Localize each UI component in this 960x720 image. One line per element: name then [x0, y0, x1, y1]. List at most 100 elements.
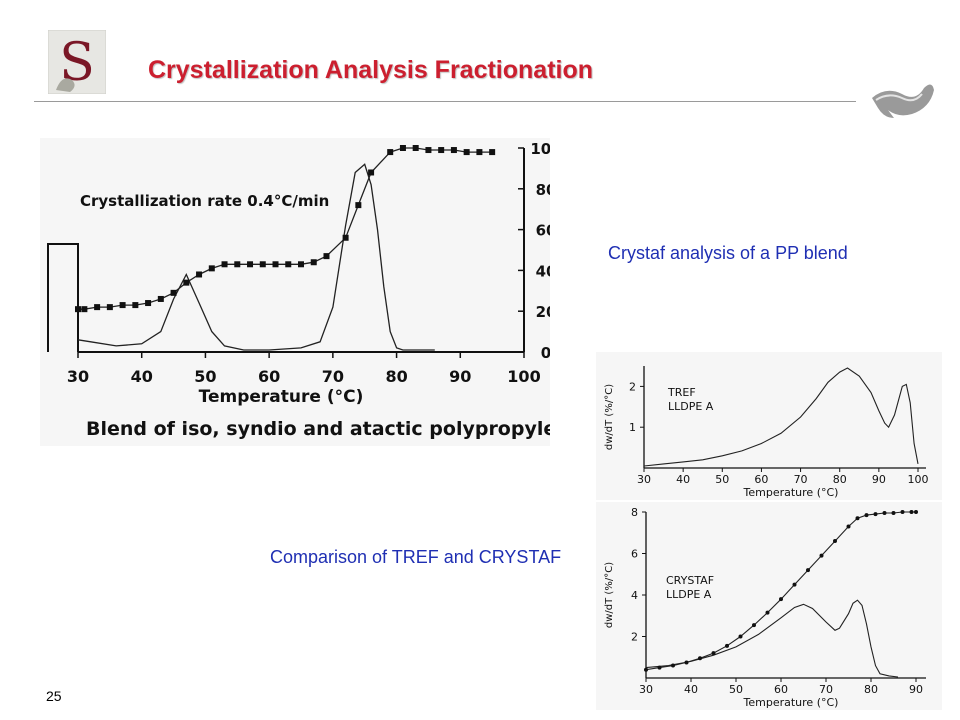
x-axis-title: Temperature (°C): [743, 696, 839, 709]
cumulative-point: [234, 261, 241, 268]
x-tick-label: 40: [131, 367, 153, 386]
cumulative-point: [657, 665, 662, 670]
cumulative-point: [221, 261, 228, 268]
series-line-differential: [645, 599, 899, 678]
chart-label-sample: LLDPE A: [666, 588, 712, 601]
x-tick-label: 60: [774, 683, 788, 696]
x-tick-label: 40: [684, 683, 698, 696]
cumulative-point: [725, 643, 729, 648]
cumulative-point: [323, 253, 330, 260]
x-tick-label: 70: [794, 473, 808, 486]
cumulative-point: [412, 145, 419, 151]
cumulative-point: [355, 202, 362, 209]
y-tick-label: 4: [631, 589, 638, 602]
cumulative-point: [170, 289, 177, 296]
cumulative-point: [272, 261, 279, 268]
series-line-differential: [77, 163, 435, 351]
cumulative-point: [106, 304, 113, 311]
x-tick-label: 100: [908, 473, 929, 486]
x-tick-label: 70: [819, 683, 833, 696]
cumulative-point: [792, 582, 797, 587]
y-axis-title: dw/dT (%/°C): [604, 562, 615, 628]
cumulative-point: [298, 261, 304, 268]
cumulative-point: [864, 513, 869, 518]
x-tick-label: 90: [872, 473, 886, 486]
chart-caption: Blend of iso, syndio and atactic polypro…: [86, 418, 550, 440]
cumulative-point: [738, 634, 743, 639]
crystaf-chart-panel: 30 40 50 60 70 80 90 2 4 6 8 dw/dT (%/°C) Temperatur…: [596, 502, 942, 710]
x-tick-label: 90: [449, 367, 471, 386]
caption-pp-blend: Crystaf analysis of a PP blend: [608, 243, 848, 263]
series-line-cumulative: [78, 147, 493, 310]
x-tick-label: 30: [637, 473, 651, 486]
y-tick-label: 100: [530, 140, 550, 158]
y-tick-label: 1: [629, 421, 636, 434]
x-tick-label: 60: [258, 367, 280, 386]
cumulative-point: [752, 623, 756, 628]
left-baseline-box: [47, 243, 79, 352]
x-tick-label: 80: [833, 473, 847, 486]
chart-label-crystaf: CRYSTAF: [666, 574, 714, 587]
y-tick-label: 20: [536, 303, 550, 321]
x-tick-label: 30: [639, 683, 653, 696]
x-tick-label: 80: [864, 683, 878, 696]
cumulative-point: [425, 147, 432, 154]
x-tick-label: 50: [194, 367, 216, 386]
x-tick-label: 100: [507, 367, 540, 386]
x-axis-title: Temperature (°C): [199, 387, 364, 407]
cumulative-point: [671, 663, 675, 668]
cumulative-point: [891, 511, 896, 516]
cumulative-point: [909, 510, 914, 514]
series-line-tref: [643, 367, 919, 467]
cumulative-point: [399, 145, 406, 151]
y-tick-label: 0: [541, 344, 550, 362]
cumulative-point: [259, 261, 266, 268]
cumulative-point: [183, 279, 190, 286]
cumulative-point: [119, 302, 126, 309]
y-tick-label: 60: [536, 222, 550, 240]
cumulative-point: [463, 149, 470, 156]
x-tick-label: 80: [385, 367, 407, 386]
cumulative-point: [196, 271, 203, 278]
chart-annotation: Crystallization rate 0.4°C/min: [80, 192, 329, 210]
x-tick-label: 70: [322, 367, 344, 386]
cumulative-point: [81, 306, 88, 313]
cumulative-point: [806, 568, 810, 573]
y-tick-label: 6: [631, 548, 638, 561]
slide-title: Crystallization Analysis Fractionation: [148, 56, 594, 84]
cumulative-point: [368, 169, 375, 176]
caption-tref-crystaf: Comparison of TREF and CRYSTAF: [270, 547, 562, 567]
cumulative-point: [873, 512, 878, 517]
cumulative-point: [882, 511, 887, 516]
pp-blend-chart-panel: 30405060708090100020406080100Cumulative …: [40, 138, 583, 446]
x-axis-title: Temperature (°C): [743, 486, 839, 499]
cumulative-point: [711, 651, 716, 656]
cumulative-point: [779, 597, 783, 602]
cumulative-point: [846, 524, 851, 529]
x-tick-label: 30: [67, 367, 89, 386]
cumulative-point: [145, 300, 152, 307]
y-tick-label: 8: [631, 506, 638, 519]
y-axis-title: dw/dT (%/°C): [604, 384, 615, 450]
x-tick-label: 90: [909, 683, 923, 696]
tref-chart-panel: 30 40 50 60 70 80 90 100 1 2 dw/dT (%/°C) Temperatu…: [596, 352, 942, 500]
cumulative-point: [644, 667, 648, 672]
cumulative-point: [833, 539, 837, 544]
cumulative-point: [914, 510, 918, 514]
cumulative-point: [438, 147, 445, 154]
y-tick-label: 80: [536, 181, 550, 199]
back-arrow-icon[interactable]: [868, 78, 938, 126]
slide-number: 25: [46, 688, 62, 704]
chart-label-tref: TREF: [667, 386, 696, 399]
cumulative-point: [94, 304, 101, 311]
x-tick-label: 50: [729, 683, 743, 696]
x-tick-label: 40: [676, 473, 690, 486]
cumulative-point: [132, 302, 139, 309]
x-tick-label: 60: [754, 473, 768, 486]
x-tick-label: 50: [715, 473, 729, 486]
cumulative-point: [900, 510, 905, 514]
cumulative-point: [476, 149, 483, 156]
cumulative-point: [489, 149, 496, 156]
pp-blend-chart: 30405060708090100020406080100Cumulative …: [47, 140, 583, 440]
cumulative-point: [208, 265, 215, 272]
